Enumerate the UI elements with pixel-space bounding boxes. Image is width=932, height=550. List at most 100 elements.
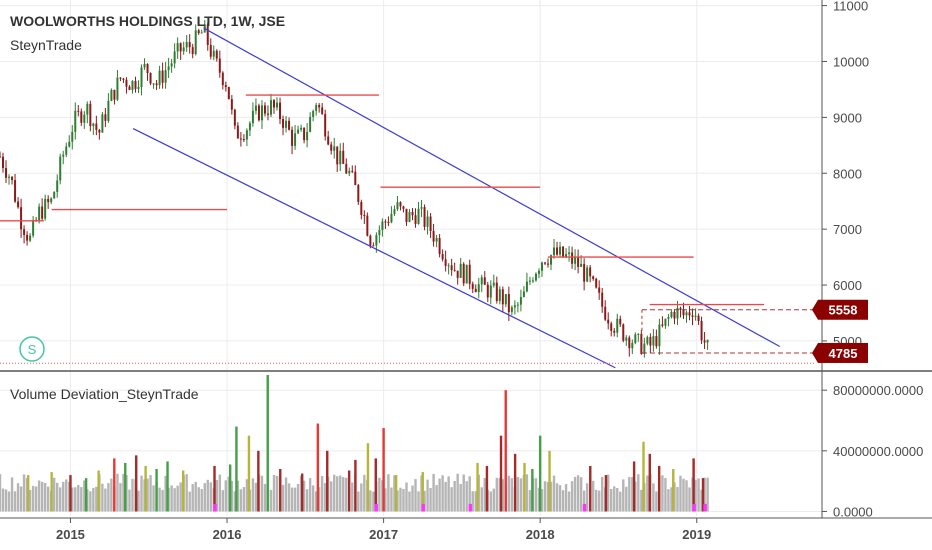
candle-up (646, 337, 649, 344)
volume-bar (528, 490, 532, 512)
volume-bar (414, 479, 417, 512)
volume-spike-bar (657, 465, 661, 512)
volume-bar (4, 489, 8, 512)
candle-up (417, 208, 420, 224)
channel-lower-line[interactable] (132, 128, 616, 369)
volume-bar (616, 488, 619, 512)
volume-pane[interactable] (0, 375, 709, 512)
volume-bar (74, 487, 77, 512)
volume-bar (185, 474, 188, 512)
candles (0, 19, 709, 358)
candle-up (676, 307, 679, 319)
candle-up (553, 247, 556, 256)
candle-down (47, 198, 50, 203)
volume-bar (570, 481, 574, 512)
volume-bar (137, 490, 140, 512)
volume-spike-bar (135, 455, 138, 512)
volume-low-bar (692, 503, 696, 512)
volume-bar (357, 491, 360, 512)
volume-bar (688, 487, 691, 512)
volume-bar (203, 483, 206, 512)
candle-up (143, 63, 146, 68)
candle-up (312, 110, 315, 117)
candle-up (107, 100, 110, 121)
price-tick-label: 8000 (833, 166, 862, 181)
candle-up (459, 263, 462, 278)
volume-bar (197, 487, 200, 512)
candle-down (357, 185, 360, 203)
drawing-lines[interactable] (0, 27, 815, 369)
candle-up (339, 150, 342, 165)
volume-bar (149, 475, 152, 512)
candle-down (673, 311, 676, 319)
candle-down (98, 129, 101, 133)
candle-up (300, 127, 303, 130)
author-logo[interactable]: S (19, 336, 45, 362)
candle-down (224, 85, 227, 87)
volume-bar (492, 488, 496, 512)
candle-down (242, 138, 245, 140)
candle-up (173, 51, 176, 64)
candle-down (577, 257, 580, 267)
candle-up (297, 129, 300, 134)
candle-up (616, 318, 619, 333)
volume-bar (227, 476, 231, 512)
volume-bar (646, 475, 649, 512)
volume-bar (390, 487, 393, 512)
volume-bar (444, 481, 447, 512)
candle-up (194, 30, 197, 55)
volume-bar (679, 475, 682, 512)
volume-bar (323, 483, 327, 512)
time-tick-label: 2017 (369, 527, 398, 542)
volume-bar (664, 478, 667, 512)
candle-down (0, 156, 1, 158)
volume-tick-label: 40000000.0000 (833, 444, 923, 459)
volume-bar (272, 474, 276, 512)
volume-spike-bar (316, 423, 320, 512)
candle-up (333, 146, 336, 151)
candle-up (498, 289, 501, 301)
candle-down (598, 287, 601, 293)
candle-up (516, 304, 519, 306)
volume-bar (540, 489, 544, 512)
candle-up (137, 87, 140, 89)
candle-down (354, 171, 357, 186)
candle-down (263, 105, 266, 114)
volume-spike-bar (347, 470, 351, 512)
candle-up (519, 297, 522, 305)
candle-down (703, 340, 706, 343)
volume-bar (594, 489, 598, 512)
volume-bar (564, 484, 568, 512)
price-tick-label: 10000 (833, 54, 869, 69)
volume-bar (456, 473, 459, 512)
candle-down (5, 168, 8, 178)
volume-bar (40, 481, 44, 512)
candle-down (543, 262, 546, 264)
volume-bar (31, 485, 35, 512)
volume-bar (336, 476, 339, 512)
candle-down (11, 176, 14, 181)
candle-down (26, 234, 29, 241)
volume-bar (534, 478, 538, 512)
candle-down (363, 214, 366, 216)
volume-bar (613, 486, 616, 512)
volume-bar (28, 490, 32, 512)
price-pane[interactable] (0, 19, 815, 369)
candle-down (414, 215, 417, 224)
volume-spike-bar (632, 461, 636, 512)
volume-bar (576, 475, 580, 512)
candle-up (375, 235, 378, 246)
volume-bar (640, 489, 643, 512)
candle-down (161, 70, 164, 83)
candle-down (655, 336, 658, 347)
candle-up (634, 334, 637, 344)
price-tag (818, 342, 868, 363)
candle-down (20, 207, 23, 230)
volume-bar (140, 475, 143, 512)
candle-up (504, 294, 507, 305)
volume-bar (591, 480, 595, 512)
candle-down (218, 58, 221, 73)
volume-bar (384, 488, 387, 512)
volume-bar (80, 487, 83, 512)
candle-down (266, 113, 269, 115)
